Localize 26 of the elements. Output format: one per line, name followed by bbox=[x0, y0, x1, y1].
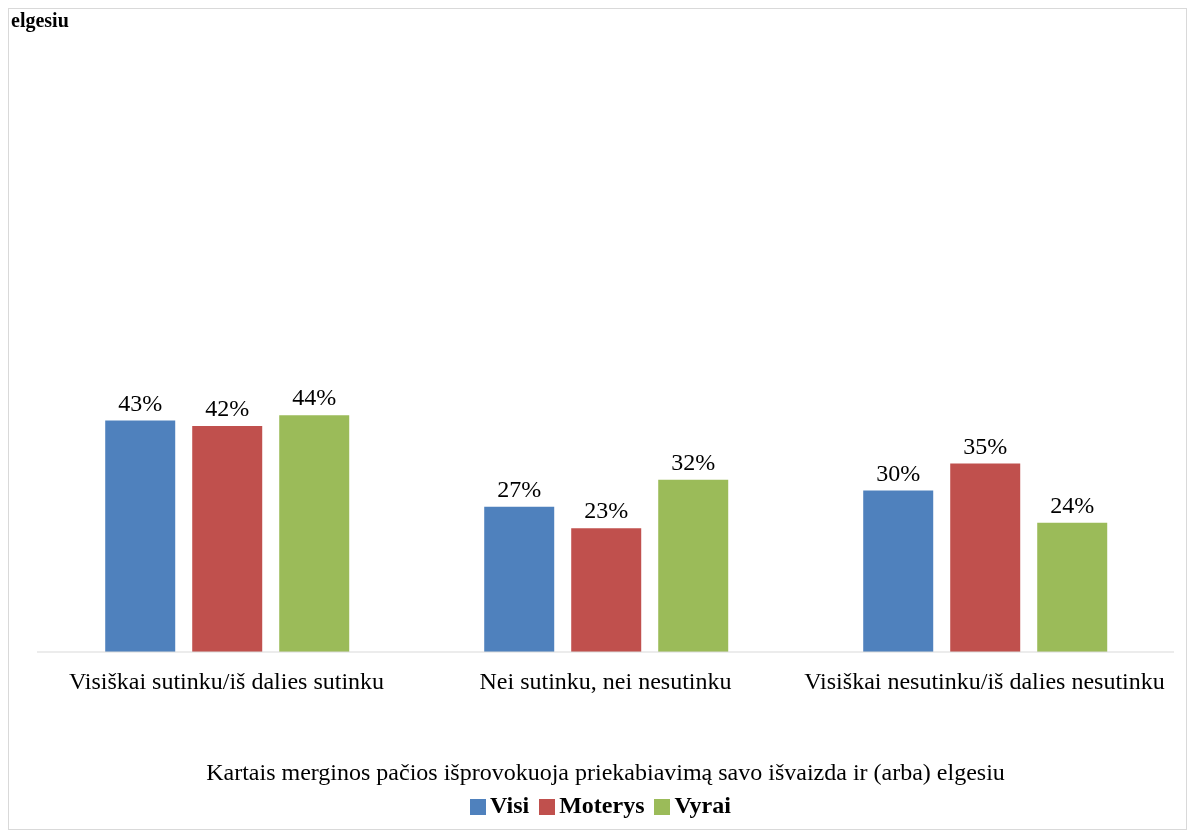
data-label: 35% bbox=[963, 432, 1008, 459]
bar bbox=[950, 463, 1021, 652]
x-tick-label: Visiškai sutinku/iš dalies sutinku bbox=[68, 668, 385, 695]
bar bbox=[1037, 522, 1108, 652]
bar bbox=[105, 420, 176, 652]
data-label: 24% bbox=[1050, 491, 1095, 518]
x-axis-title: Kartais merginos pačios išprovokuoja priekabiavimą savo išvaizda ir (arba) elgesiu bbox=[206, 759, 1005, 785]
data-label: 43% bbox=[118, 389, 163, 416]
legend-label: Visi bbox=[490, 792, 530, 818]
data-label: 44% bbox=[292, 384, 337, 411]
chart-title: elgesiu bbox=[11, 9, 69, 32]
legend-label: Vyrai bbox=[674, 792, 731, 818]
bar bbox=[279, 415, 350, 652]
bar bbox=[571, 528, 642, 652]
x-tick-label: Visiškai nesutinku/iš dalies nesutinku bbox=[804, 668, 1165, 695]
data-label: 30% bbox=[876, 459, 921, 486]
bar bbox=[192, 425, 263, 652]
legend-label: Moterys bbox=[559, 792, 645, 818]
data-label: 27% bbox=[497, 475, 542, 502]
bar bbox=[484, 506, 555, 652]
x-tick-label: Nei sutinku, nei nesutinku bbox=[479, 668, 732, 695]
data-label: 42% bbox=[205, 394, 250, 421]
bar bbox=[658, 479, 729, 652]
data-label: 23% bbox=[584, 497, 629, 524]
bar bbox=[863, 490, 934, 652]
data-label: 32% bbox=[671, 448, 716, 475]
